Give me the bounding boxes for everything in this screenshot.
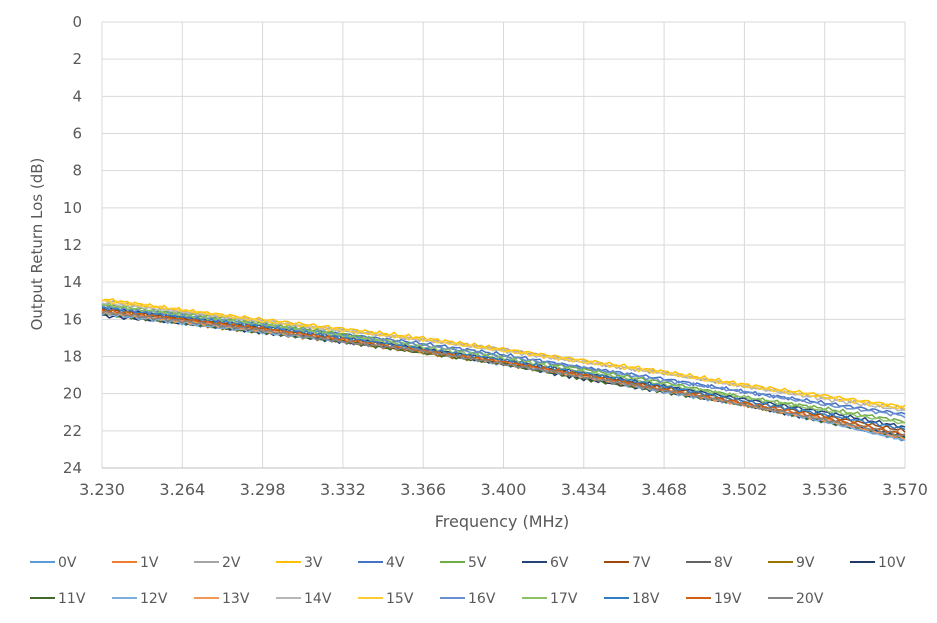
x-tick-label: 3.502 [721, 480, 767, 499]
legend-label: 0V [58, 555, 77, 571]
legend-item: 10V [850, 555, 906, 571]
legend-item: 19V [686, 591, 742, 607]
y-tick-label: 6 [72, 125, 82, 143]
x-tick-label: 3.332 [320, 480, 366, 499]
x-tick-label: 3.434 [561, 480, 607, 499]
legend-label: 7V [632, 555, 651, 571]
legend-label: 5V [468, 555, 487, 571]
legend-item: 9V [768, 555, 815, 571]
series-line-19V [101, 308, 906, 437]
legend-label: 11V [58, 591, 86, 607]
y-tick-label: 24 [63, 459, 82, 477]
legend-label: 8V [714, 555, 733, 571]
legend-item: 1V [112, 555, 159, 571]
legend-item: 5V [440, 555, 487, 571]
legend-label: 10V [878, 555, 906, 571]
legend-item: 17V [522, 591, 578, 607]
legend-label: 17V [550, 591, 578, 607]
legend-item: 15V [358, 591, 414, 607]
x-tick-label: 3.400 [481, 480, 527, 499]
y-tick-label: 18 [63, 348, 82, 366]
gridlines [101, 21, 906, 469]
legend-label: 4V [386, 555, 405, 571]
legend-label: 2V [222, 555, 241, 571]
y-tick-label: 20 [63, 385, 82, 403]
legend-item: 13V [194, 591, 250, 607]
legend: 0V 1V 2V 3V 4V 5V 6V 7V 8V 9V 10V 11V 12V 13V 14V 15V 16… [30, 555, 906, 607]
y-tick-label: 4 [72, 87, 82, 105]
y-tick-label: 0 [72, 13, 82, 31]
legend-label: 15V [386, 591, 414, 607]
y-tick-label: 14 [63, 273, 82, 291]
series-line-17V [101, 302, 906, 425]
x-tick-label: 3.298 [240, 480, 286, 499]
legend-item: 3V [276, 555, 323, 571]
y-tick-label: 2 [72, 50, 82, 68]
legend-label: 9V [796, 555, 815, 571]
legend-item: 0V [30, 555, 77, 571]
x-tick-label: 3.570 [882, 480, 928, 499]
y-tick-label: 12 [63, 236, 82, 254]
series-line-20V [101, 309, 906, 437]
y-tick-label: 22 [63, 422, 82, 440]
x-axis-label: Frequency (MHz) [435, 512, 569, 531]
legend-item: 11V [30, 591, 86, 607]
legend-label: 18V [632, 591, 660, 607]
legend-label: 1V [140, 555, 159, 571]
x-tick-label: 3.366 [400, 480, 446, 499]
series-line-3V [101, 298, 906, 409]
y-tick-label: 16 [63, 310, 82, 328]
legend-item: 6V [522, 555, 569, 571]
series-line-15V [101, 299, 906, 411]
axes: 3.230 3.264 3.298 3.332 3.366 3.400 3.434 3.468… [63, 13, 928, 499]
legend-item: 14V [276, 591, 332, 607]
series-line-16V [101, 303, 906, 419]
legend-label: 14V [304, 591, 332, 607]
legend-label: 3V [304, 555, 323, 571]
x-tick-label: 3.536 [802, 480, 848, 499]
legend-label: 13V [222, 591, 250, 607]
legend-label: 12V [140, 591, 168, 607]
legend-label: 20V [796, 591, 824, 607]
y-axis-label: Output Return Los (dB) [28, 158, 46, 331]
y-tick-label: 8 [72, 162, 82, 180]
legend-item: 2V [194, 555, 241, 571]
legend-label: 19V [714, 591, 742, 607]
legend-item: 8V [686, 555, 733, 571]
legend-label: 16V [468, 591, 496, 607]
legend-item: 12V [112, 591, 168, 607]
series-lines [101, 298, 906, 442]
legend-item: 7V [604, 555, 651, 571]
x-tick-label: 3.230 [79, 480, 125, 499]
legend-item: 20V [768, 591, 824, 607]
legend-item: 4V [358, 555, 405, 571]
x-tick-label: 3.468 [641, 480, 687, 499]
legend-item: 16V [440, 591, 496, 607]
legend-item: 18V [604, 591, 660, 607]
x-tick-label: 3.264 [159, 480, 205, 499]
legend-label: 6V [550, 555, 569, 571]
y-tick-label: 10 [63, 199, 82, 217]
